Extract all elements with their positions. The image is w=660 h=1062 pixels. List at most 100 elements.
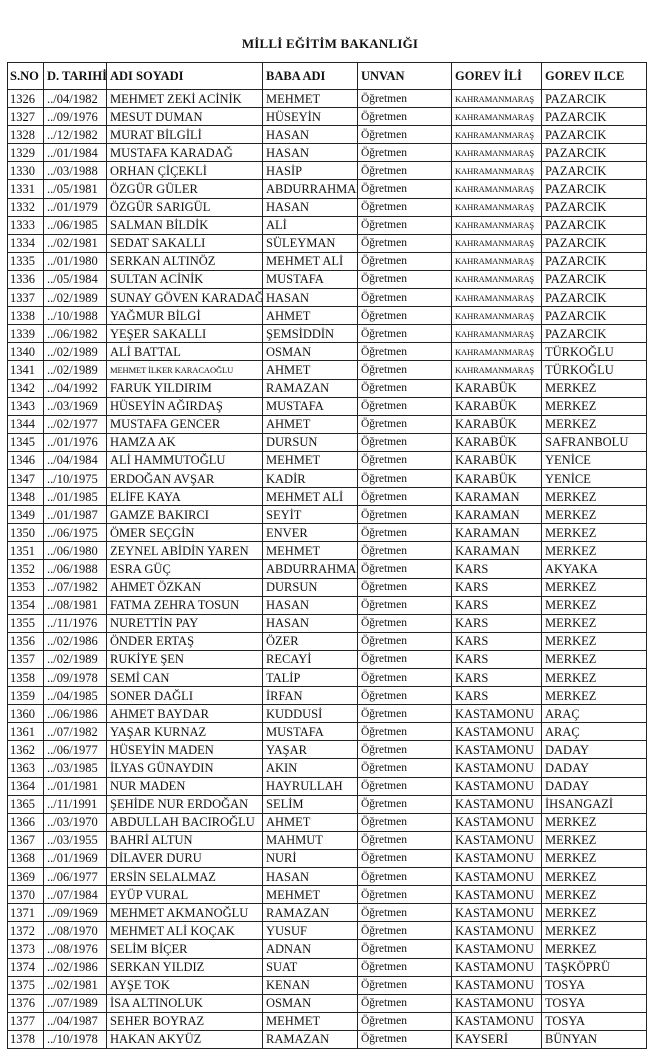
cell-title: Öğretmen bbox=[357, 758, 452, 778]
cell-father-name: MUSTAFA bbox=[262, 722, 358, 742]
cell-province: KAHRAMANMARAŞ bbox=[451, 288, 542, 308]
cell-province: KASTAMONU bbox=[451, 867, 542, 887]
cell-birth-date: ../06/1975 bbox=[43, 523, 107, 543]
cell-sno: 1342 bbox=[7, 378, 44, 398]
cell-birth-date: ../03/1955 bbox=[43, 830, 107, 850]
table-row: 1377 ../04/1987 SEHER BOYRAZ MEHMET Öğretmen… bbox=[7, 1011, 647, 1031]
table-row: 1343 ../03/1969 HÜSEYİN AĞIRDAŞ MUSTAFA Öğre… bbox=[7, 396, 647, 416]
cell-district: MERKEZ bbox=[541, 649, 647, 670]
table-row: 1346 ../04/1984 ALİ HAMMUTOĞLU MEHMET Öğretm… bbox=[7, 450, 647, 470]
cell-district: MERKEZ bbox=[541, 378, 647, 398]
cell-sno: 1339 bbox=[7, 324, 44, 344]
cell-father-name: MEHMET bbox=[262, 1011, 358, 1031]
cell-full-name: RUKİYE ŞEN bbox=[106, 649, 263, 670]
table-row: 1347 ../10/1975 ERDOĞAN AVŞAR KADİR Öğretmen… bbox=[7, 468, 647, 489]
cell-province: KARAMAN bbox=[451, 505, 542, 525]
cell-full-name: MEHMET İLKER KARACAOĞLU bbox=[106, 360, 263, 380]
cell-birth-date: ../01/1984 bbox=[43, 143, 107, 163]
cell-full-name: SULTAN ACİNİK bbox=[106, 269, 263, 290]
cell-full-name: HAKAN AKYÜZ bbox=[106, 1029, 263, 1049]
cell-title: Öğretmen bbox=[357, 107, 452, 127]
cell-district: PAZARCIK bbox=[541, 269, 647, 290]
table-row: 1369 ../06/1977 ERSİN SELALMAZ HASAN Öğretme… bbox=[7, 867, 647, 887]
cell-birth-date: ../04/1985 bbox=[43, 686, 107, 706]
cell-birth-date: ../01/1969 bbox=[43, 848, 107, 869]
cell-full-name: ABDULLAH BACIROĞLU bbox=[106, 812, 263, 832]
cell-sno: 1336 bbox=[7, 269, 44, 290]
cell-district: MERKEZ bbox=[541, 812, 647, 832]
cell-father-name: HÜSEYİN bbox=[262, 107, 358, 127]
cell-father-name: ŞEMSİDDİN bbox=[262, 324, 358, 344]
cell-full-name: MEHMET AKMANOĞLU bbox=[106, 903, 263, 923]
cell-title: Öğretmen bbox=[357, 269, 452, 290]
cell-father-name: MUSTAFA bbox=[262, 269, 358, 290]
cell-birth-date: ../01/1985 bbox=[43, 487, 107, 507]
table-row: 1335 ../01/1980 SERKAN ALTINÖZ MEHMET ALİ Öğ… bbox=[7, 251, 647, 271]
cell-sno: 1361 bbox=[7, 722, 44, 742]
cell-full-name: FARUK YILDIRIM bbox=[106, 378, 263, 398]
cell-sno: 1330 bbox=[7, 161, 44, 181]
cell-province: KASTAMONU bbox=[451, 1011, 542, 1031]
cell-title: Öğretmen bbox=[357, 523, 452, 543]
cell-full-name: HAMZA AK bbox=[106, 432, 263, 452]
cell-birth-date: ../03/1988 bbox=[43, 161, 107, 181]
cell-father-name: HASAN bbox=[262, 595, 358, 615]
cell-birth-date: ../02/1989 bbox=[43, 342, 107, 362]
cell-district: PAZARCIK bbox=[541, 107, 647, 127]
cell-district: AKYAKA bbox=[541, 559, 647, 579]
cell-father-name: HASAN bbox=[262, 288, 358, 308]
cell-title: Öğretmen bbox=[357, 88, 452, 109]
cell-father-name: DURSUN bbox=[262, 577, 358, 597]
cell-birth-date: ../11/1976 bbox=[43, 613, 107, 633]
column-header-district: GOREV ILCE bbox=[541, 62, 647, 90]
cell-province: KASTAMONU bbox=[451, 794, 542, 814]
cell-father-name: MEHMET bbox=[262, 450, 358, 470]
cell-province: KASTAMONU bbox=[451, 722, 542, 742]
cell-full-name: SUNAY GÖVEN KARADAĞ bbox=[106, 288, 263, 308]
cell-birth-date: ../04/1982 bbox=[43, 88, 107, 109]
cell-birth-date: ../01/1979 bbox=[43, 197, 107, 217]
cell-province: KAHRAMANMARAŞ bbox=[451, 251, 542, 271]
table-row: 1351 ../06/1980 ZEYNEL ABİDİN YAREN MEHMET Ö… bbox=[7, 541, 647, 561]
cell-province: KASTAMONU bbox=[451, 740, 542, 760]
table-row: 1341 ../02/1989 MEHMET İLKER KARACAOĞLU AHM… bbox=[7, 360, 647, 380]
cell-father-name: MEHMET bbox=[262, 88, 358, 109]
cell-district: PAZARCIK bbox=[541, 288, 647, 308]
cell-father-name: ALİ bbox=[262, 215, 358, 235]
cell-sno: 1351 bbox=[7, 541, 44, 561]
cell-full-name: GAMZE BAKIRCI bbox=[106, 505, 263, 525]
cell-province: KASTAMONU bbox=[451, 975, 542, 995]
cell-birth-date: ../06/1986 bbox=[43, 704, 107, 724]
cell-full-name: AHMET ÖZKAN bbox=[106, 577, 263, 597]
cell-father-name: MAHMUT bbox=[262, 830, 358, 850]
cell-full-name: ÖZGÜR SARIGÜL bbox=[106, 197, 263, 217]
cell-full-name: HÜSEYİN MADEN bbox=[106, 740, 263, 760]
cell-title: Öğretmen bbox=[357, 306, 452, 326]
cell-sno: 1345 bbox=[7, 432, 44, 452]
cell-sno: 1327 bbox=[7, 107, 44, 127]
cell-sno: 1352 bbox=[7, 559, 44, 579]
cell-title: Öğretmen bbox=[357, 794, 452, 814]
cell-province: KASTAMONU bbox=[451, 957, 542, 977]
table-row: 1361 ../07/1982 YAŞAR KURNAZ MUSTAFA Öğretme… bbox=[7, 722, 647, 742]
cell-province: KASTAMONU bbox=[451, 758, 542, 778]
cell-district: TÜRKOĞLU bbox=[541, 342, 647, 362]
table-row: 1339 ../06/1982 YEŞER SAKALLI ŞEMSİDDİN Öğre… bbox=[7, 324, 647, 344]
cell-province: KAHRAMANMARAŞ bbox=[451, 161, 542, 181]
cell-father-name: YAŞAR bbox=[262, 740, 358, 760]
cell-title: Öğretmen bbox=[357, 233, 452, 253]
cell-district: MERKEZ bbox=[541, 903, 647, 923]
cell-full-name: SONER DAĞLI bbox=[106, 686, 263, 706]
cell-district: MERKEZ bbox=[541, 487, 647, 507]
cell-father-name: AHMET bbox=[262, 812, 358, 832]
cell-sno: 1353 bbox=[7, 577, 44, 597]
cell-district: MERKEZ bbox=[541, 867, 647, 887]
cell-title: Öğretmen bbox=[357, 939, 452, 959]
cell-birth-date: ../11/1991 bbox=[43, 794, 107, 814]
cell-province: KARS bbox=[451, 686, 542, 706]
cell-full-name: SERKAN ALTINÖZ bbox=[106, 251, 263, 271]
cell-father-name: DURSUN bbox=[262, 432, 358, 452]
cell-full-name: ÖNDER ERTAŞ bbox=[106, 631, 263, 651]
cell-full-name: BAHRİ ALTUN bbox=[106, 830, 263, 850]
cell-province: KARAMAN bbox=[451, 541, 542, 561]
